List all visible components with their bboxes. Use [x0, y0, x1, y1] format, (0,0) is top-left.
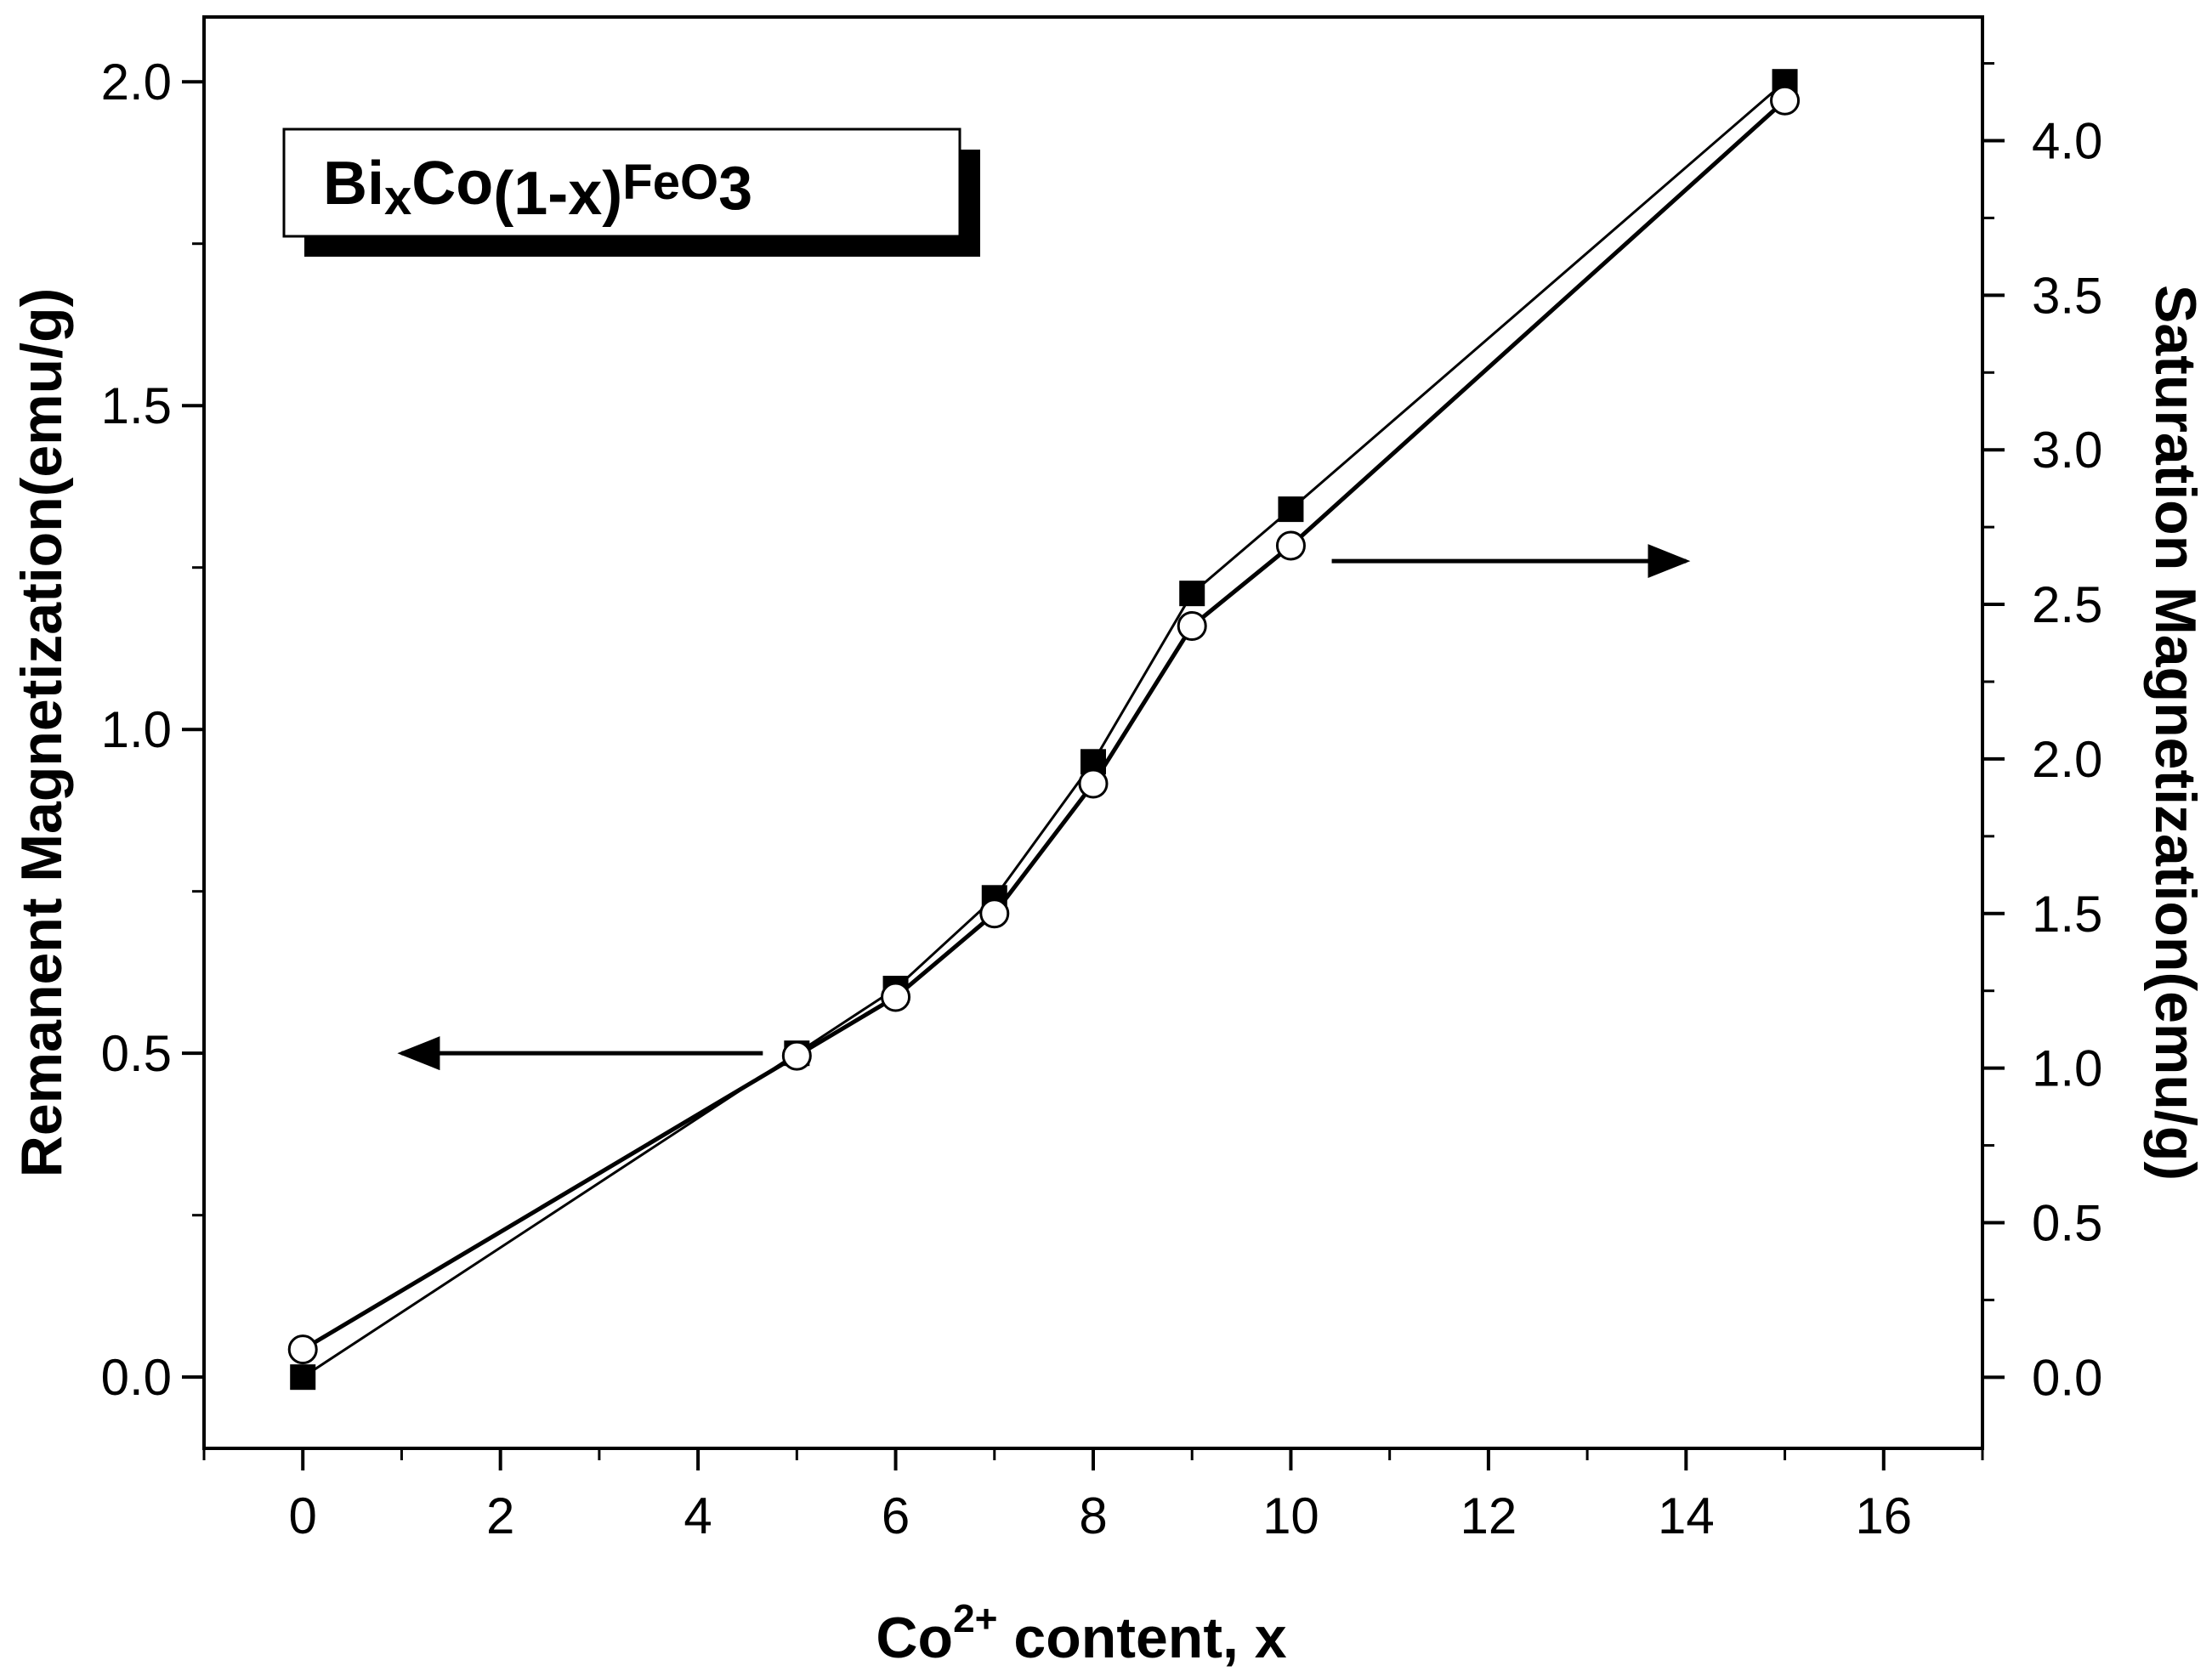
x-tick-label: 2 [486, 1487, 514, 1544]
circle-marker [979, 898, 1010, 929]
x-axis-title-superscript: 2+ [953, 1596, 997, 1640]
x-tick-label: 14 [1658, 1487, 1715, 1544]
y-right-tick-label: 0.5 [2032, 1194, 2102, 1251]
y-left-tick-label: 1.0 [101, 701, 172, 758]
formula-3-subscript: 3 [718, 155, 752, 223]
x-axis-title-co: Co [876, 1606, 953, 1670]
x-tick-label: 6 [882, 1487, 910, 1544]
x-tick-label: 16 [1855, 1487, 1912, 1544]
series-markers [287, 69, 1801, 1391]
circle-marker [1770, 85, 1801, 116]
x-axis-title: Co2+ content, x [876, 1596, 1286, 1670]
series-line-1 [302, 81, 1786, 1379]
circle-marker [881, 982, 911, 1012]
y-left-tick-label: 0.5 [101, 1025, 172, 1082]
y-right-tick-label: 4.0 [2032, 112, 2102, 169]
y-left-axis-ticks: 0.0 0.5 1.0 1.5 2.0 [101, 54, 204, 1406]
annotation-arrows [397, 544, 1691, 1071]
square-marker [1179, 581, 1205, 607]
formula-box: BixCo(1-x)FeO3 [282, 127, 980, 257]
x-tick-label: 8 [1079, 1487, 1107, 1544]
y-right-tick-label: 2.0 [2032, 731, 2102, 788]
y-left-tick-label: 2.0 [101, 54, 172, 110]
y-right-tick-label: 1.5 [2032, 886, 2102, 943]
formula-bi: Bi [323, 150, 384, 218]
y-right-tick-label: 3.5 [2032, 267, 2102, 324]
y-right-tick-label: 0.0 [2032, 1349, 2102, 1406]
y-left-tick-label: 0.0 [101, 1349, 172, 1406]
formula-x-subscript: x [384, 170, 411, 225]
series-line-2 [301, 99, 1787, 1351]
formula-feo: FeO [622, 155, 718, 210]
square-marker [290, 1364, 316, 1391]
y-right-axis-title: Saturation Magnetization(emu/g) [2143, 285, 2208, 1181]
y-right-axis-ticks: 0.0 0.5 1.0 1.5 2.0 2.5 3.0 3.5 4.0 [1982, 62, 2102, 1406]
y-right-tick-label: 1.0 [2032, 1040, 2102, 1097]
circle-marker [1177, 611, 1207, 642]
formula-co: Co [411, 150, 493, 218]
x-axis-ticks: 0 2 4 6 8 10 12 14 16 [202, 1448, 1984, 1544]
y-right-tick-label: 2.5 [2032, 576, 2102, 633]
circle-marker [1078, 768, 1109, 799]
square-marker [1278, 496, 1304, 523]
formula-box-frame [282, 127, 961, 238]
circle-marker [781, 1040, 812, 1071]
circle-marker [1275, 530, 1306, 561]
y-right-tick-label: 3.0 [2032, 422, 2102, 479]
x-tick-label: 12 [1460, 1487, 1517, 1544]
x-tick-label: 10 [1262, 1487, 1319, 1544]
series-lines [301, 81, 1787, 1379]
x-axis-title-rest: content, x [998, 1606, 1287, 1670]
circle-marker [287, 1334, 318, 1365]
x-tick-label: 4 [683, 1487, 712, 1544]
formula-text: BixCo(1-x)FeO3 [323, 150, 752, 228]
y-left-axis-title: Remanent Magnetization(emu/g) [9, 288, 74, 1178]
x-tick-label: 0 [289, 1487, 317, 1544]
formula-1-x-subscript: (1-x) [493, 160, 622, 228]
y-left-tick-label: 1.5 [101, 377, 172, 434]
